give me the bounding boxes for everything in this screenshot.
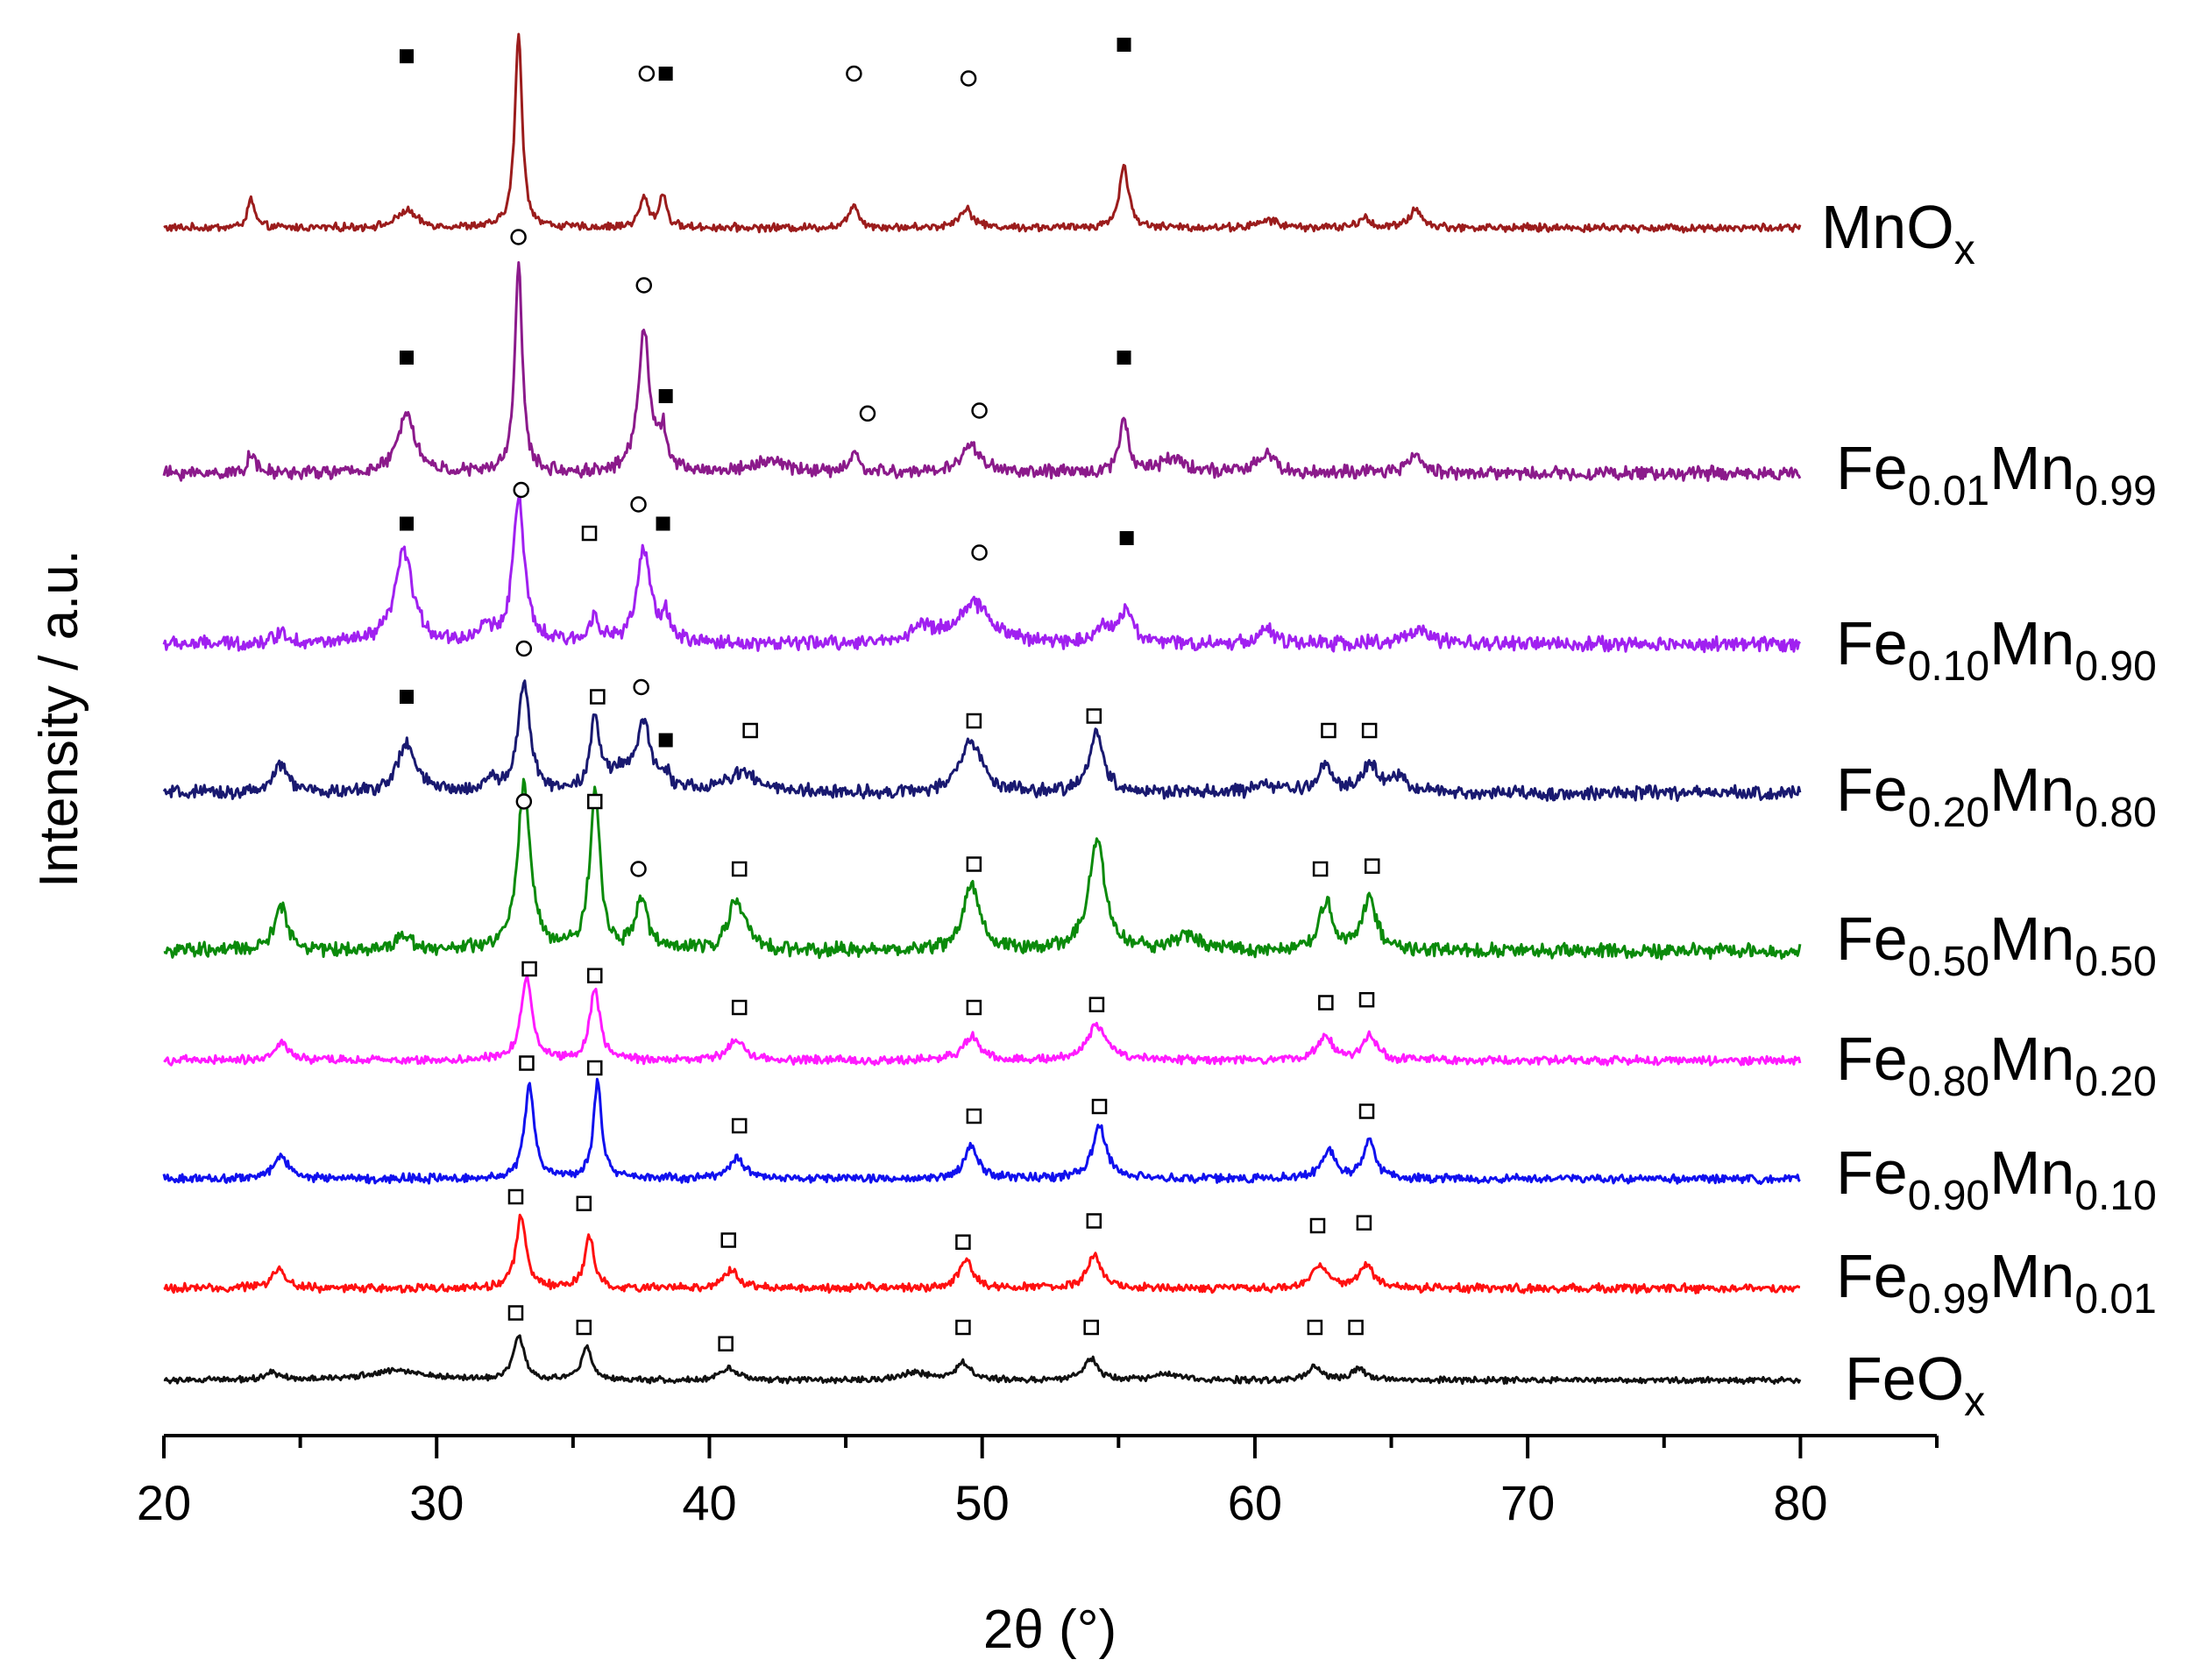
series-label: MnOx [1821, 193, 1975, 273]
open-square-marker [521, 961, 537, 977]
x-tick-label: 70 [1500, 1475, 1555, 1530]
open-square-marker [581, 525, 598, 542]
x-tick-label: 60 [1228, 1475, 1282, 1530]
series-label: Fe0.50Mn0.50 [1836, 904, 2157, 985]
open-square-marker [519, 1055, 535, 1071]
open-circle-marker [513, 481, 529, 499]
open-circle-marker [846, 65, 862, 82]
open-square-marker [1086, 708, 1102, 724]
open-square-marker [742, 722, 758, 739]
series-label: Fe0.20Mn0.80 [1836, 755, 2157, 836]
series-labels-group: MnOx Fe0.01Mn0.99 Fe0.10Mn0.90 Fe0.20Mn0.80… [1821, 193, 2157, 1425]
x-axis-title: 2θ (°) [983, 1600, 1117, 1660]
series-label: Fe0.10Mn0.90 [1836, 609, 2157, 690]
open-square-marker [731, 861, 748, 877]
x-tick-label: 30 [409, 1475, 464, 1530]
open-square-marker [576, 1195, 592, 1211]
open-square-marker [1321, 722, 1336, 739]
markers-group [399, 38, 1380, 1351]
x-tick-label: 40 [682, 1475, 736, 1530]
open-circle-marker [635, 277, 653, 294]
open-circle-marker [633, 678, 649, 696]
open-square-marker [966, 999, 982, 1016]
open-circle-marker [971, 402, 988, 419]
x-tick-label: 50 [955, 1475, 1010, 1530]
filled-square-marker [1117, 351, 1131, 365]
open-circle-marker [630, 861, 647, 877]
series-label: Fe0.90Mn0.10 [1836, 1138, 2157, 1219]
filled-square-marker [399, 351, 414, 365]
open-circle-marker [859, 405, 876, 422]
open-square-marker [1088, 997, 1105, 1012]
filled-square-marker [658, 389, 673, 403]
open-square-marker [1358, 991, 1375, 1008]
open-square-marker [1086, 1213, 1102, 1229]
x-axis: 20 30 40 50 60 70 80 [137, 1434, 1939, 1530]
open-square-marker [955, 1319, 971, 1336]
open-square-marker [1307, 1319, 1323, 1336]
open-circle-marker [638, 65, 656, 82]
open-square-marker [1083, 1319, 1099, 1336]
series-line-Fe050Mn050 [163, 777, 1802, 961]
filled-square-marker [399, 49, 414, 64]
series-line-MnOx [163, 32, 1802, 234]
open-circle-marker [630, 496, 647, 513]
open-square-marker [590, 689, 606, 705]
series-label: Fe0.01Mn0.99 [1836, 434, 2157, 514]
open-square-marker [507, 1188, 524, 1205]
open-square-marker [576, 1319, 592, 1336]
open-square-marker [731, 999, 748, 1016]
open-square-marker [586, 1060, 603, 1076]
open-square-marker [1312, 861, 1329, 877]
series-label: FeOx [1845, 1344, 1985, 1425]
series-line-Fe080Mn020 [163, 974, 1802, 1067]
open-square-marker [586, 793, 603, 810]
open-square-marker [966, 856, 982, 872]
traces-group [162, 32, 1802, 1386]
open-square-marker [1318, 995, 1334, 1011]
open-circle-marker [960, 70, 977, 87]
open-circle-marker [515, 793, 533, 810]
open-square-marker [1365, 858, 1380, 874]
open-square-marker [966, 713, 982, 729]
series-line-Fe010Mn090 [162, 495, 1802, 654]
open-square-marker [1348, 1319, 1364, 1336]
series-line-FeOx [163, 1334, 1802, 1386]
open-square-marker [1358, 1103, 1375, 1119]
open-square-marker [718, 1336, 734, 1351]
open-square-marker [966, 1108, 982, 1124]
open-circle-marker [515, 640, 533, 657]
filled-square-marker [1117, 38, 1131, 52]
open-square-marker [955, 1234, 971, 1250]
open-square-marker [720, 1232, 736, 1248]
filled-square-marker [1119, 531, 1134, 545]
open-circle-marker [971, 544, 988, 561]
filled-square-marker [658, 67, 673, 81]
y-axis-title: Intensity / a.u. [29, 550, 89, 888]
x-tick-label: 80 [1773, 1475, 1827, 1530]
open-square-marker [1091, 1098, 1108, 1115]
series-label: Fe0.99Mn0.01 [1836, 1242, 2157, 1323]
series-line-Fe099Mn001 [163, 1213, 1801, 1295]
open-square-marker [586, 968, 603, 983]
open-square-marker [1309, 1217, 1326, 1234]
open-square-marker [507, 1305, 524, 1321]
filled-square-marker [399, 690, 414, 704]
open-square-marker [1356, 1215, 1372, 1231]
series-line-Fe001Mn099 [162, 261, 1802, 482]
x-tick-label: 20 [137, 1475, 191, 1530]
series-label: Fe0.80Mn0.20 [1836, 1025, 2157, 1105]
series-line-Fe090Mn010 [162, 1077, 1801, 1186]
series-line-Fe020Mn080 [162, 679, 1802, 802]
open-square-marker [731, 1117, 748, 1134]
filled-square-marker [656, 516, 670, 531]
filled-square-marker [658, 733, 673, 748]
open-square-marker [1361, 722, 1378, 739]
filled-square-marker [399, 516, 414, 531]
open-circle-marker [510, 229, 527, 245]
